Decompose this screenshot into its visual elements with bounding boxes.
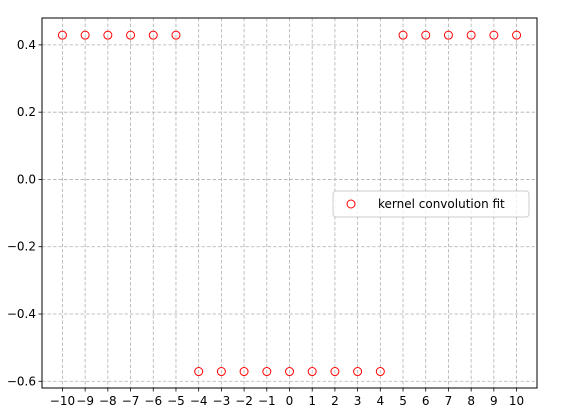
data-point (466, 30, 476, 40)
x-tick-label: 8 (467, 394, 475, 408)
data-point (239, 367, 249, 377)
data-point (353, 367, 363, 377)
x-tick-label: 0 (286, 394, 294, 408)
x-tick-label: 10 (509, 394, 524, 408)
y-tick-label: −0.2 (7, 240, 36, 254)
x-tick-label: −1 (258, 394, 276, 408)
data-point (216, 367, 226, 377)
data-point (57, 30, 67, 40)
x-tick-label: 7 (445, 394, 453, 408)
x-tick-label: −9 (76, 394, 94, 408)
data-point (421, 30, 431, 40)
x-tick-label: −3 (213, 394, 231, 408)
legend-box (332, 190, 530, 218)
x-tick-label: 3 (354, 394, 362, 408)
x-tick-label: 5 (399, 394, 407, 408)
legend-label: kernel convolution fit (378, 197, 505, 211)
y-tick-label: 0.2 (17, 105, 36, 119)
x-tick-label: −2 (235, 394, 253, 408)
x-tick-label: −4 (190, 394, 208, 408)
y-tick-label: −0.4 (7, 307, 36, 321)
data-point (171, 30, 181, 40)
x-tick-label: −6 (144, 394, 162, 408)
y-tick-label: 0.4 (17, 38, 36, 52)
data-point (148, 30, 158, 40)
y-tick-label: −0.6 (7, 374, 36, 388)
data-point (194, 367, 204, 377)
x-tick-label: −8 (99, 394, 117, 408)
data-point (126, 30, 136, 40)
y-tick-label: 0.0 (17, 172, 36, 186)
data-point (80, 30, 90, 40)
data-point (398, 30, 408, 40)
legend: kernel convolution fit (332, 190, 530, 218)
y-axis-ticks: −0.6 −0.4 −0.2 0.0 0.2 0.4 (7, 38, 42, 388)
x-tick-label: 6 (422, 394, 430, 408)
legend-marker (346, 199, 356, 209)
data-point (285, 367, 294, 377)
data-point (375, 367, 385, 377)
data-point (307, 367, 317, 377)
data-point (443, 30, 453, 40)
data-point (262, 367, 272, 377)
data-points (57, 30, 522, 377)
x-tick-label: 4 (377, 394, 385, 408)
x-tick-label: −5 (167, 394, 185, 408)
x-tick-label: 2 (331, 394, 339, 408)
x-tick-label: −7 (122, 394, 140, 408)
x-axis-ticks: −10 −9 −8 −7 −6 −5 −4 −3 −2 −1 0 1 2 3 4 5 6 7 8 9 10 (50, 388, 524, 408)
x-tick-label: −10 (50, 394, 75, 408)
x-tick-label: 1 (308, 394, 316, 408)
data-point (330, 367, 340, 377)
data-point (512, 30, 522, 40)
data-point (103, 30, 113, 40)
x-tick-label: 9 (490, 394, 498, 408)
data-point (489, 30, 499, 40)
